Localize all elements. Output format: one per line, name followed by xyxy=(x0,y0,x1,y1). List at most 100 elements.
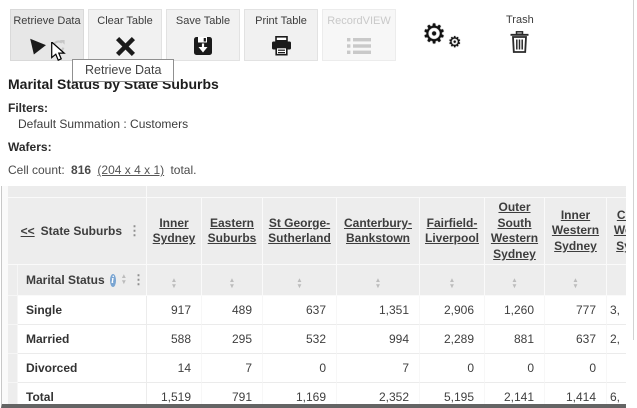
value-cell: 0 xyxy=(545,354,607,384)
table-row: Married 588 295 532 994 2,289 881 637 2, xyxy=(8,325,626,355)
value-cell xyxy=(607,354,626,384)
sort-control[interactable]: ▲ ▼ xyxy=(228,276,236,290)
sort-control[interactable]: ▲ ▼ xyxy=(120,273,127,287)
sort-control[interactable]: ▲ ▼ xyxy=(511,276,518,290)
column-header-link[interactable]: Inner Sydney xyxy=(152,215,196,246)
trash-label: Trash xyxy=(506,14,534,26)
sort-control[interactable]: ▲ ▼ xyxy=(448,276,456,290)
row-menu-kebab-icon[interactable]: ⋮ xyxy=(132,272,145,288)
value-cell: 637 xyxy=(545,325,607,355)
cell-count-suffix: total. xyxy=(170,163,197,177)
value-cell: 881 xyxy=(485,325,545,355)
column-header-link[interactable]: St George-Sutherland xyxy=(268,215,331,246)
column-header-link[interactable]: Fairfield-Liverpool xyxy=(424,215,479,246)
table-frame: << State Suburbs ⋮ Inner Sydney Eastern S… xyxy=(1,186,626,408)
pivot-table: << State Suburbs ⋮ Inner Sydney Eastern S… xyxy=(8,186,626,404)
value-cell: 994 xyxy=(337,325,420,355)
column-header-cell: Outer South Western Sydney xyxy=(485,198,545,266)
filters-label: Filters: xyxy=(8,101,49,115)
column-header-row: << State Suburbs ⋮ Inner Sydney Eastern S… xyxy=(8,198,626,266)
value-cell: 6, xyxy=(607,383,626,404)
value-cell: 0 xyxy=(485,354,545,384)
save-table-button[interactable]: Save Table xyxy=(166,9,240,61)
gear-small-icon: ⚙ xyxy=(448,34,462,51)
retrieve-data-button[interactable]: Retrieve Data xyxy=(10,9,84,61)
value-cell: 1,351 xyxy=(337,296,420,326)
collapse-columns-link[interactable]: << xyxy=(20,224,35,239)
column-header-link[interactable]: Inner Western Sydney xyxy=(551,207,600,253)
column-header-cell: Canterbury-Bankstown xyxy=(337,198,420,266)
top-strip-columns xyxy=(147,186,626,198)
column-sort-cell: ▲▼ xyxy=(147,265,202,297)
value-cell: 2,289 xyxy=(420,325,485,355)
column-sort-cell: ▲▼ xyxy=(485,265,545,297)
trash-can-icon xyxy=(510,31,529,53)
column-sort-cell: ▲▼ xyxy=(263,265,337,297)
value-cell: 489 xyxy=(202,296,263,326)
value-cell: 0 xyxy=(263,354,337,384)
value-cell: 5,195 xyxy=(420,383,485,404)
recordview-label: RecordVIEW xyxy=(327,15,391,27)
value-cell: 14 xyxy=(147,354,202,384)
value-cell: 1,519 xyxy=(147,383,202,404)
value-cell: 2, xyxy=(607,325,626,355)
value-cell: 791 xyxy=(202,383,263,404)
sort-control[interactable]: ▲ ▼ xyxy=(572,276,579,290)
table-scroll-area[interactable]: << State Suburbs ⋮ Inner Sydney Eastern S… xyxy=(8,186,626,404)
value-cell: 0 xyxy=(420,354,485,384)
top-strip-corner xyxy=(8,186,147,198)
cell-count-label: Cell count: xyxy=(8,163,65,177)
column-sort-cell: ▲▼ xyxy=(202,265,263,297)
trash-button[interactable]: Trash xyxy=(506,9,534,53)
value-cell: 7 xyxy=(337,354,420,384)
cell-count-link[interactable]: (204 x 4 x 1) xyxy=(97,163,165,177)
column-dimension-label: State Suburbs xyxy=(40,224,122,239)
save-table-label: Save Table xyxy=(175,15,231,27)
print-table-button[interactable]: Print Table xyxy=(244,9,318,61)
table-row: Divorced 14 7 0 7 0 0 0 xyxy=(8,354,626,384)
row-dimension-cell: Marital Status i ▲ ▼ ⋮ xyxy=(18,265,147,297)
filters-value: Default Summation : Customers xyxy=(18,117,189,131)
column-header-cell: Central Western Sydney xyxy=(607,198,626,266)
column-menu-kebab-icon[interactable]: ⋮ xyxy=(128,223,141,239)
record-list-icon xyxy=(347,38,371,54)
column-sort-cell: ▲▼ xyxy=(337,265,420,297)
clear-table-button[interactable]: Clear Table xyxy=(88,9,162,61)
value-cell: 777 xyxy=(545,296,607,326)
play-icon xyxy=(30,38,46,55)
column-header-link[interactable]: Outer South Western Sydney xyxy=(490,200,539,261)
table-row: Single 917 489 637 1,351 2,906 1,260 777 3, xyxy=(8,296,626,326)
mouse-cursor-icon xyxy=(51,42,66,61)
cell-count-line: Cell count: 816 (204 x 4 x 1) total. xyxy=(8,163,196,177)
sort-control[interactable]: ▲ ▼ xyxy=(170,276,178,290)
value-cell: 2,352 xyxy=(337,383,420,404)
row-dimension-row: Marital Status i ▲▼ ⋮ ▲▼ ▲▼ ▲▼ ▲▼ ▲▼ ▲▼ ▲▼ ▲▼ xyxy=(8,265,626,297)
gear-large-icon: ⚙ xyxy=(422,19,447,49)
row-label-cell: Divorced xyxy=(18,354,147,384)
gutter-cell xyxy=(8,296,18,326)
table-row: Total 1,519 791 1,169 2,352 5,195 2,141 1,414 6, xyxy=(8,383,626,404)
gutter-cell xyxy=(8,265,18,297)
value-cell: 917 xyxy=(147,296,202,326)
column-header-link[interactable]: Central Western Sydney xyxy=(613,207,626,253)
table-top-strip xyxy=(8,186,626,198)
column-header-link[interactable]: Eastern Suburbs xyxy=(207,215,257,246)
row-label-cell: Total xyxy=(18,383,147,404)
info-icon[interactable]: i xyxy=(109,273,116,287)
wafers-label: Wafers: xyxy=(8,140,52,154)
sort-control[interactable]: ▲ ▼ xyxy=(374,276,382,290)
value-cell: 3, xyxy=(607,296,626,326)
sort-control[interactable]: ▲ ▼ xyxy=(296,276,303,290)
toolbar: Retrieve Data Clear Table Save Table xyxy=(10,9,534,61)
row-label-cell: Married xyxy=(18,325,147,355)
column-header-link[interactable]: Canterbury-Bankstown xyxy=(343,215,412,246)
value-cell: 1,260 xyxy=(485,296,545,326)
column-sort-cell: ▲▼ xyxy=(607,265,626,297)
recordview-button: RecordVIEW xyxy=(322,9,396,61)
gutter-cell xyxy=(8,383,18,404)
floppy-save-icon xyxy=(194,37,212,55)
print-table-label: Print Table xyxy=(255,15,307,27)
settings-gears-button[interactable]: ⚙ ⚙ xyxy=(422,21,466,57)
column-header-cell: Eastern Suburbs xyxy=(202,198,263,266)
column-header-cell: St George-Sutherland xyxy=(263,198,337,266)
